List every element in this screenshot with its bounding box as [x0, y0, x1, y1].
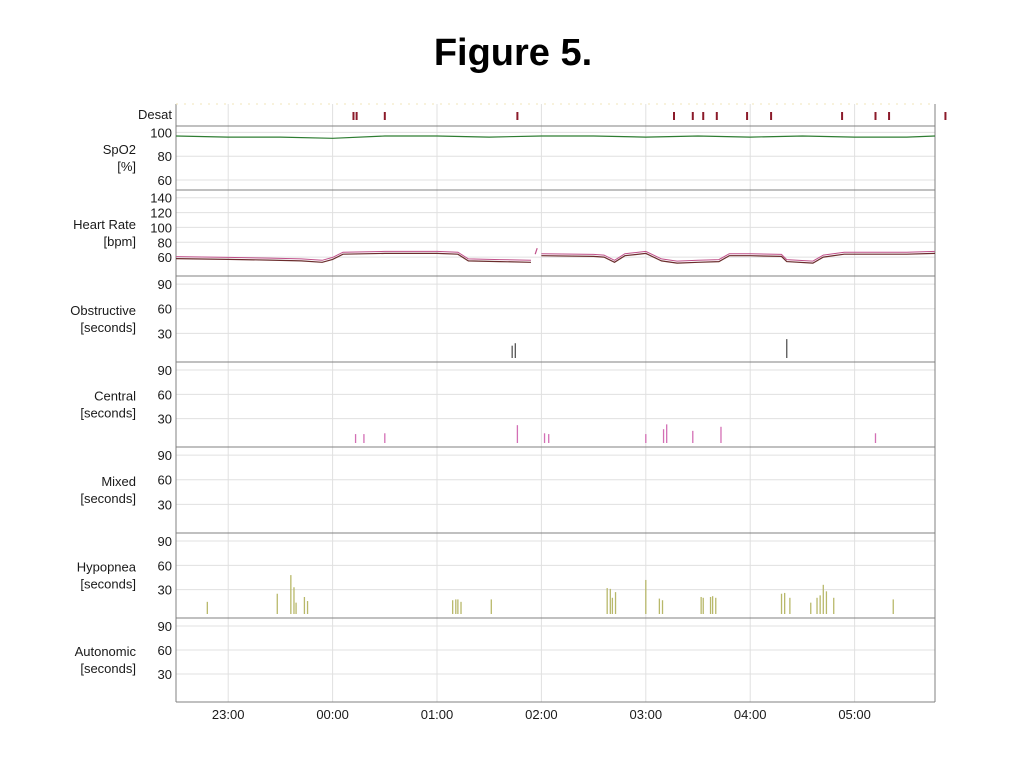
mixed-tick-label: 30: [158, 497, 172, 512]
hypopnea-unit-label: [seconds]: [80, 577, 136, 592]
heart-rate-series-line-secondary: [175, 250, 532, 261]
spo2-tick-label: 100: [150, 125, 172, 140]
central-tick-label: 60: [158, 387, 172, 402]
x-tick-label: 04:00: [734, 707, 767, 722]
obstructive-tick-label: 60: [158, 302, 172, 317]
x-tick-label: 05:00: [838, 707, 871, 722]
spo2-tick-label: 80: [158, 149, 172, 164]
mixed-label: Mixed: [101, 474, 136, 489]
figure-title: Figure 5.: [433, 32, 593, 74]
hypopnea-tick-label: 30: [158, 583, 172, 598]
mixed-tick-label: 90: [158, 448, 172, 463]
obstructive-tick-label: 90: [158, 277, 172, 292]
hypopnea-tick-label: 90: [158, 534, 172, 549]
obstructive-label: Obstructive: [70, 303, 136, 318]
autonomic-tick-label: 90: [158, 619, 172, 634]
spo2-label: SpO2: [103, 142, 136, 157]
heart_rate-unit-label: [bpm]: [103, 234, 136, 249]
heart-rate-series-line: [175, 252, 532, 263]
heart_rate-tick-label: 80: [158, 235, 172, 250]
x-tick-label: 23:00: [212, 707, 245, 722]
obstructive-tick-label: 30: [158, 326, 172, 341]
autonomic-label: Autonomic: [75, 644, 137, 659]
central-unit-label: [seconds]: [80, 406, 136, 421]
heart_rate-tick-label: 120: [150, 206, 172, 221]
mixed-tick-label: 60: [158, 473, 172, 488]
spo2-series-line: [175, 135, 936, 139]
x-tick-label: 01:00: [421, 707, 454, 722]
spo2-unit-label: [%]: [117, 159, 136, 174]
x-tick-label: 00:00: [316, 707, 349, 722]
autonomic-tick-label: 30: [158, 667, 172, 682]
heart_rate-tick-label: 60: [158, 250, 172, 265]
mixed-unit-label: [seconds]: [80, 491, 136, 506]
central-label: Central: [94, 389, 136, 404]
autonomic-tick-label: 60: [158, 643, 172, 658]
heart_rate-tick-label: 140: [150, 191, 172, 206]
x-tick-label: 03:00: [630, 707, 663, 722]
heart-rate-series-line: [541, 252, 936, 264]
central-tick-label: 30: [158, 412, 172, 427]
heart-rate-artifact: [534, 248, 538, 255]
autonomic-unit-label: [seconds]: [80, 661, 136, 676]
desat-label: Desat: [138, 107, 172, 122]
spo2-tick-label: 60: [158, 173, 172, 188]
obstructive-unit-label: [seconds]: [80, 320, 136, 335]
hypopnea-label: Hypopnea: [77, 560, 137, 575]
heart_rate-label: Heart Rate: [73, 217, 136, 232]
hypopnea-tick-label: 60: [158, 558, 172, 573]
heart-rate-series-line-secondary: [541, 250, 936, 262]
heart_rate-tick-label: 100: [150, 220, 172, 235]
central-tick-label: 90: [158, 363, 172, 378]
x-tick-label: 02:00: [525, 707, 558, 722]
